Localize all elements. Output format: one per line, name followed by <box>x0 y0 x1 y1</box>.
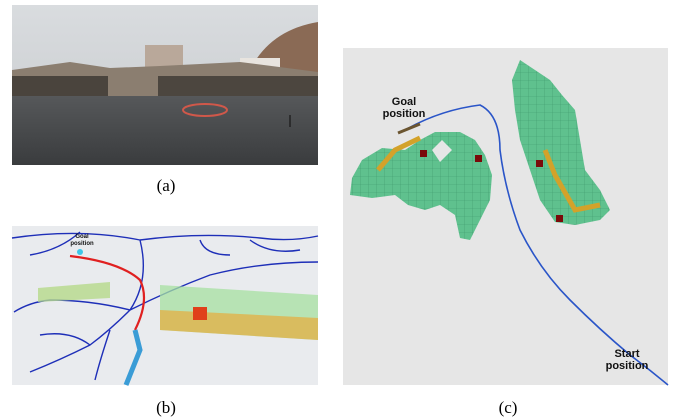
figure: (a) (b) (c) Goal position Goal position … <box>0 0 680 419</box>
panel-label: (b) <box>156 398 176 418</box>
annotation: Goal position <box>376 96 432 120</box>
annotation: Goal position <box>66 234 98 247</box>
figure-graphics <box>0 0 680 419</box>
render-panel <box>12 226 318 385</box>
panel-label: (a) <box>157 176 176 196</box>
annotation: Start position <box>596 348 658 372</box>
panel-label: (c) <box>499 398 518 418</box>
photo-panel <box>12 5 318 165</box>
